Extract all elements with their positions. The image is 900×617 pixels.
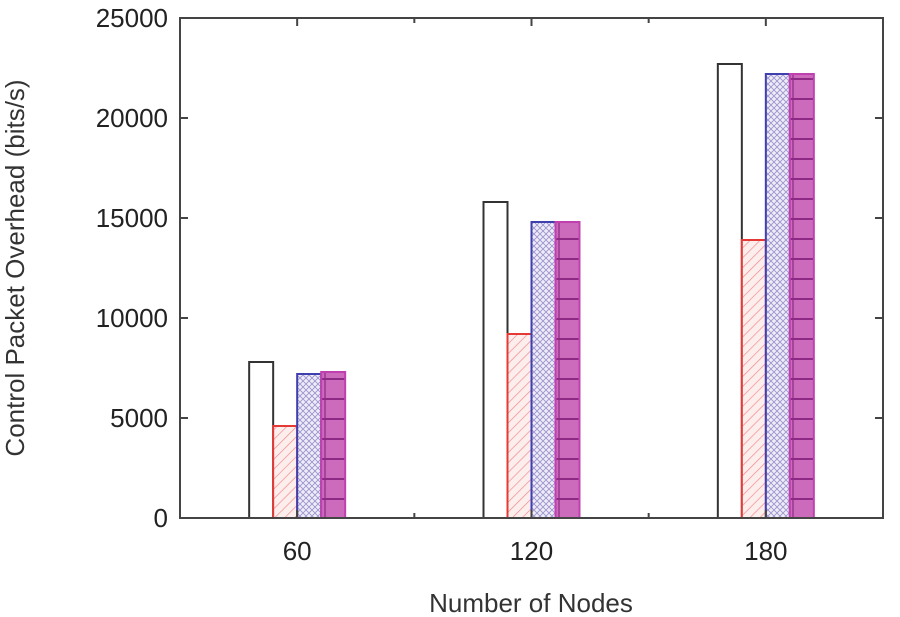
bar-series-3-60 [296, 373, 323, 519]
y-tick-label: 20000 [96, 103, 168, 133]
bar-series-3-180 [764, 73, 791, 519]
y-tick-label: 0 [154, 503, 168, 533]
x-tick-label: 120 [510, 536, 553, 566]
bar-series-2-120 [506, 333, 533, 519]
y-tick-label: 5000 [110, 403, 168, 433]
y-tick-label: 15000 [96, 203, 168, 233]
y-tick-label: 25000 [96, 3, 168, 33]
bar-series-2-180 [740, 239, 767, 519]
bar-series-3-120 [530, 221, 557, 519]
x-tick-label: 180 [744, 536, 787, 566]
bar-series-1-60 [248, 361, 275, 519]
bar-series-4-120 [554, 221, 581, 519]
bar-series-1-180 [716, 63, 743, 519]
bar-series-4-180 [788, 73, 815, 519]
y-axis-title: Control Packet Overhead (bits/s) [0, 79, 30, 456]
y-axis-ticks: 0 5000 10000 15000 20000 25000 [96, 3, 883, 533]
x-axis-ticks: 60 120 180 [283, 18, 788, 566]
x-tick-label: 60 [283, 536, 312, 566]
bar-series-2-60 [272, 425, 299, 519]
x-axis-title: Number of Nodes [429, 588, 633, 617]
y-tick-label: 10000 [96, 303, 168, 333]
bars-group [248, 63, 815, 519]
plot-area: 0 5000 10000 15000 20000 25000 60 120 180 [96, 3, 884, 566]
bar-series-4-60 [320, 371, 347, 519]
bar-series-1-120 [482, 201, 509, 519]
